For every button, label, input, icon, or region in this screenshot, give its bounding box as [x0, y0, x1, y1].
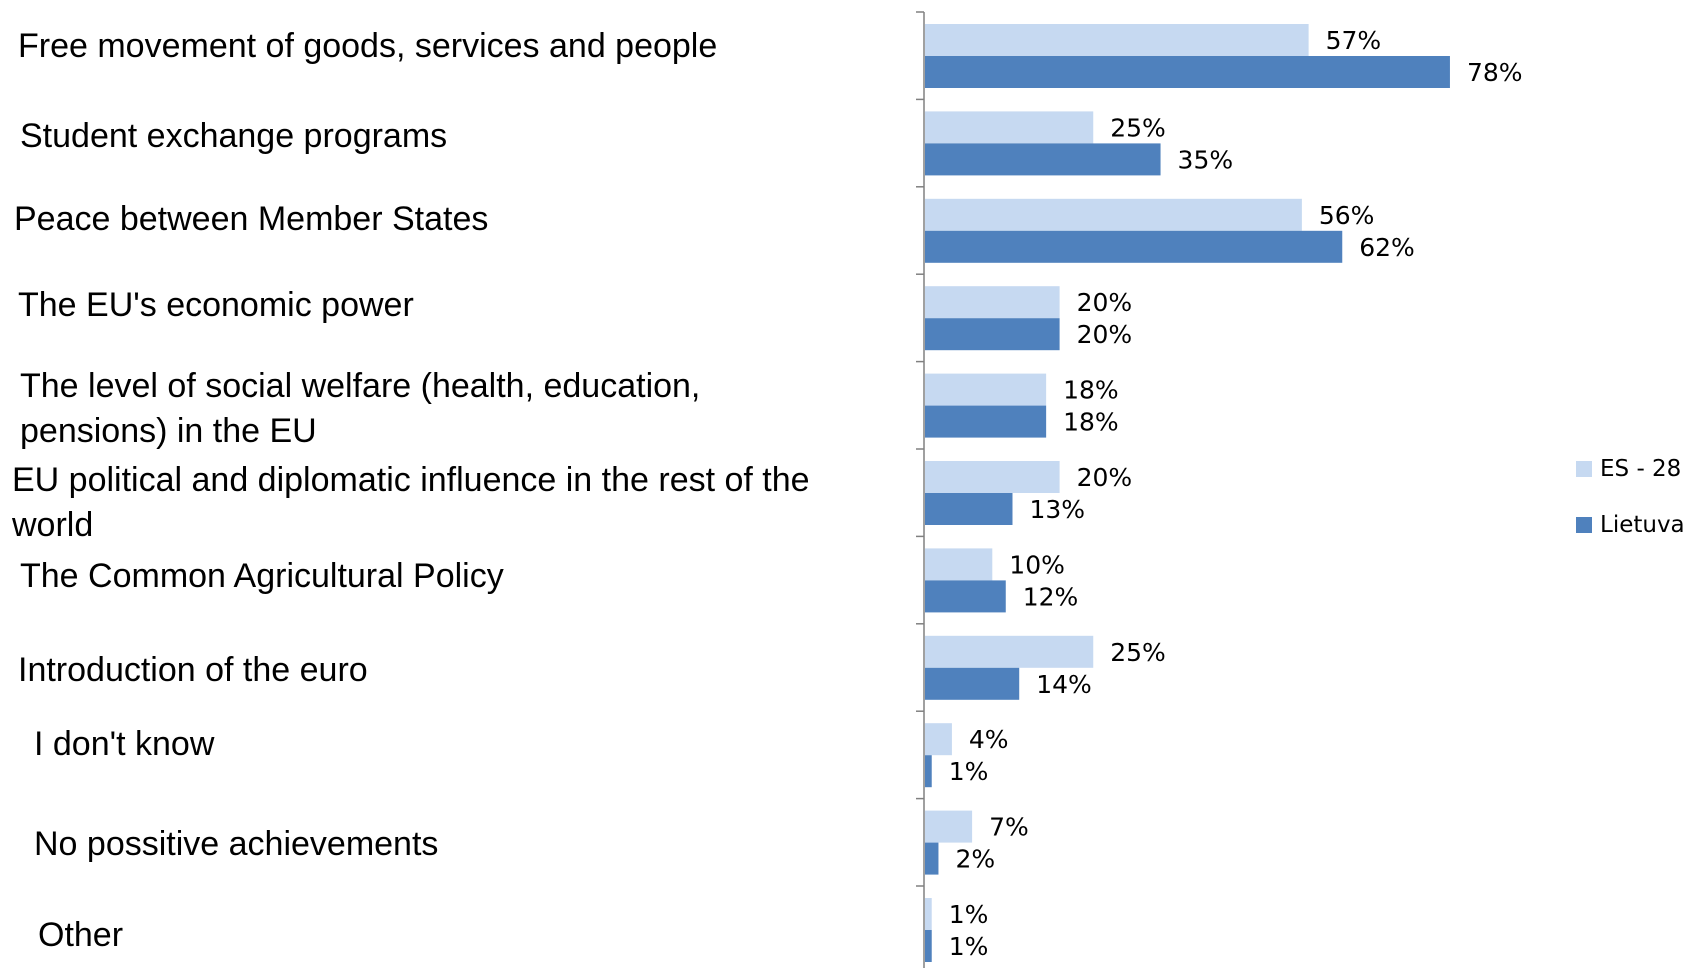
category-label-1: Student exchange programs [20, 117, 448, 155]
category-label-6: The Common Agricultural Policy [20, 557, 504, 595]
data-label-es28-10: 1% [949, 900, 989, 929]
category-label-10: Other [38, 916, 124, 954]
category-label-2: Peace between Member States [14, 200, 489, 238]
data-label-lietuva-2: 62% [1359, 233, 1415, 262]
data-label-es28-3: 20% [1077, 288, 1133, 317]
bar-lietuva-3 [925, 318, 1060, 351]
bar-lietuva-8 [925, 755, 932, 788]
bar-lietuva-10 [925, 930, 932, 962]
legend-label: ES - 28 [1600, 456, 1682, 482]
data-label-lietuva-9: 2% [955, 845, 995, 874]
data-label-es28-6: 10% [1009, 550, 1065, 579]
data-label-es28-0: 57% [1326, 26, 1382, 55]
bar-es28-6 [925, 548, 993, 581]
bar-es28-4 [925, 373, 1047, 406]
bar-es28-5 [925, 461, 1060, 493]
category-label-4: The level of social welfare (health, edu… [20, 367, 701, 450]
data-label-lietuva-5: 13% [1029, 495, 1085, 524]
category-label-3: The EU's economic power [18, 286, 414, 324]
data-label-es28-4: 18% [1063, 376, 1119, 405]
bar-lietuva-5 [925, 493, 1013, 525]
bar-es28-10 [925, 898, 932, 930]
legend-item-lietuva: Lietuva [1576, 512, 1685, 538]
category-label-0: Free movement of goods, services and peo… [18, 27, 718, 65]
category-label-5: EU political and diplomatic influence in… [12, 461, 810, 544]
bar-lietuva-1 [925, 143, 1161, 176]
legend-label: Lietuva [1600, 512, 1685, 538]
data-label-es28-8: 4% [969, 725, 1009, 754]
data-label-es28-9: 7% [989, 813, 1029, 842]
bar-lietuva-4 [925, 405, 1047, 438]
legend-item-es28: ES - 28 [1576, 456, 1681, 482]
legend-swatch [1576, 517, 1592, 533]
bar-es28-0 [925, 24, 1309, 56]
bar-es28-3 [925, 286, 1060, 319]
data-label-lietuva-4: 18% [1063, 408, 1119, 437]
data-label-es28-2: 56% [1319, 201, 1375, 230]
category-label-8: I don't know [34, 725, 215, 763]
bar-es28-9 [925, 810, 973, 843]
bar-lietuva-6 [925, 580, 1006, 613]
data-label-lietuva-10: 1% [949, 932, 989, 961]
data-label-lietuva-7: 14% [1036, 670, 1092, 699]
bar-es28-2 [925, 198, 1302, 231]
bar-es28-1 [925, 111, 1094, 144]
data-label-lietuva-0: 78% [1467, 58, 1523, 87]
bar-es28-7 [925, 635, 1094, 668]
bar-lietuva-0 [925, 56, 1450, 88]
data-label-lietuva-6: 12% [1023, 582, 1079, 611]
bar-lietuva-7 [925, 667, 1020, 700]
data-label-es28-7: 25% [1110, 638, 1166, 667]
bar-lietuva-2 [925, 230, 1343, 263]
bar-lietuva-9 [925, 842, 939, 875]
data-label-es28-1: 25% [1110, 113, 1166, 142]
data-label-lietuva-1: 35% [1178, 145, 1234, 174]
category-label-9: No possitive achievements [34, 825, 439, 863]
legend-swatch [1576, 461, 1592, 477]
bar-es28-8 [925, 723, 952, 756]
data-label-lietuva-8: 1% [949, 757, 989, 786]
category-label-7: Introduction of the euro [18, 651, 368, 689]
data-label-es28-5: 20% [1077, 463, 1133, 492]
data-label-lietuva-3: 20% [1077, 320, 1133, 349]
